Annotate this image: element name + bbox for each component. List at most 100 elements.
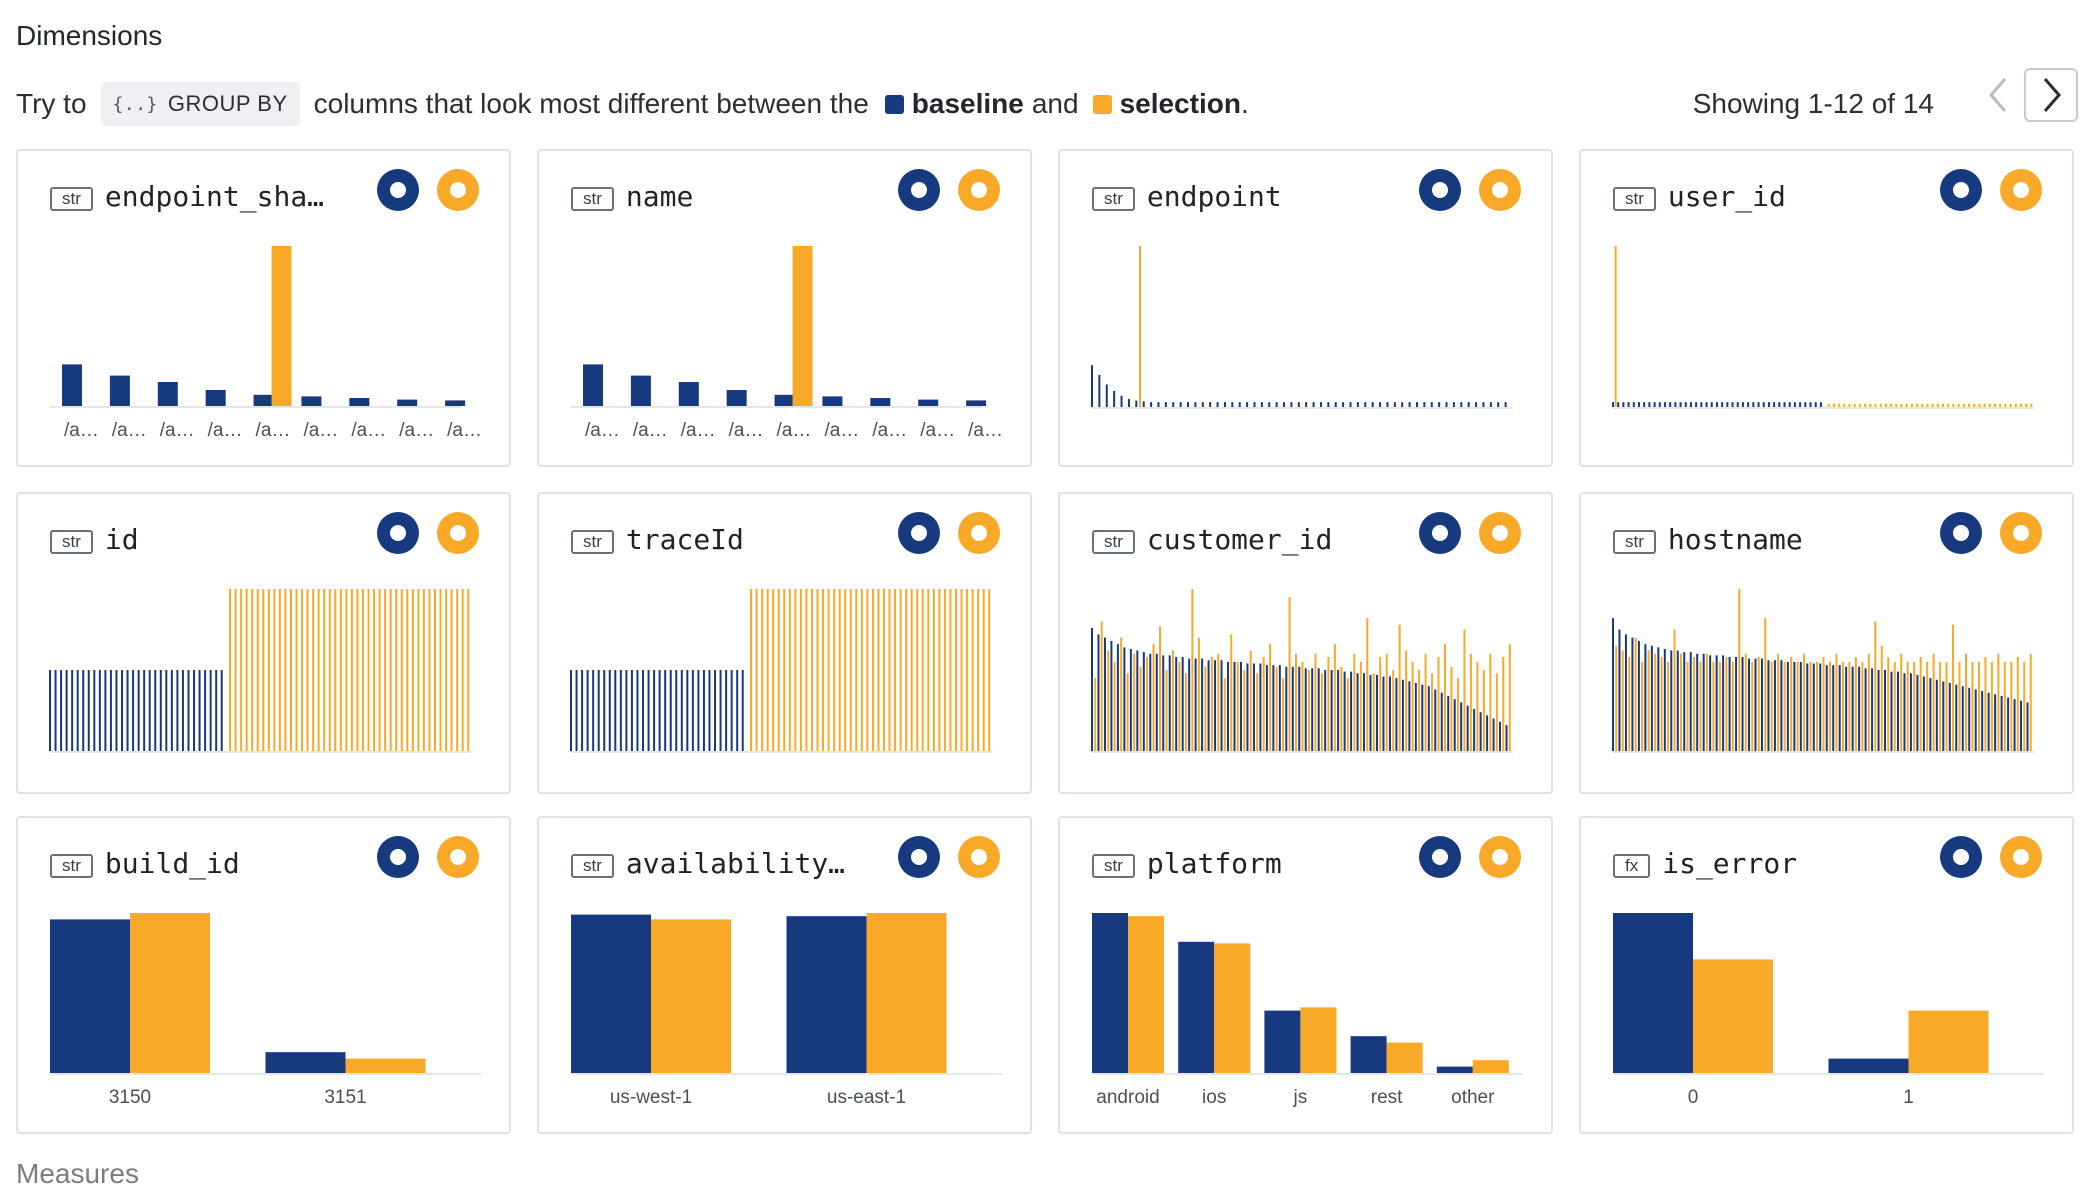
bar-baseline[interactable] (397, 399, 418, 406)
dimension-card[interactable]: str hostname (1579, 492, 2074, 794)
bar-baseline[interactable] (62, 364, 82, 406)
bar-baseline[interactable] (1436, 1066, 1473, 1073)
bar-baseline[interactable] (445, 400, 466, 406)
dimension-card[interactable]: fx is_error 0 1 (1579, 816, 2074, 1134)
bar-baseline[interactable] (726, 390, 747, 406)
bar-baseline[interactable] (253, 394, 274, 406)
tick-label: /a… (351, 420, 386, 441)
bar-selection[interactable] (1472, 1060, 1509, 1073)
selection-toggle[interactable] (437, 836, 479, 878)
selection-toggle[interactable] (1479, 512, 1521, 554)
distribution-chart (1091, 246, 1513, 409)
bar-baseline[interactable] (1178, 941, 1215, 1073)
selection-toggle[interactable] (437, 512, 479, 554)
dimension-card[interactable]: str availability… us-west-1 us-east-1 (537, 816, 1032, 1134)
tick-label: /a… (399, 420, 434, 441)
baseline-toggle[interactable] (1419, 169, 1461, 211)
chevron-right-icon (2043, 78, 2061, 112)
series-toggles (377, 512, 479, 554)
bar-baseline[interactable] (349, 398, 370, 406)
baseline-toggle[interactable] (1940, 836, 1982, 878)
selection-toggle[interactable] (958, 169, 1000, 211)
bar-baseline[interactable] (774, 394, 795, 406)
selection-toggle[interactable] (2000, 512, 2042, 554)
series-toggles (377, 169, 479, 211)
bar-baseline[interactable] (301, 396, 322, 406)
bar-selection[interactable] (1386, 1042, 1423, 1073)
dimension-card[interactable]: str user_id (1579, 149, 2074, 467)
series-toggles (898, 836, 1000, 878)
selection-toggle[interactable] (1479, 836, 1521, 878)
baseline-toggle[interactable] (898, 169, 940, 211)
selection-toggle[interactable] (958, 512, 1000, 554)
prev-page-button[interactable] (1972, 68, 2026, 122)
selection-toggle[interactable] (958, 836, 1000, 878)
baseline-toggle[interactable] (377, 836, 419, 878)
bar-baseline[interactable] (157, 382, 178, 406)
bar-baseline[interactable] (1092, 913, 1128, 1073)
dimension-card[interactable]: str traceId (537, 492, 1032, 794)
hint-try-to: Try to (16, 88, 87, 119)
bar-selection[interactable] (271, 246, 292, 406)
bar-baseline[interactable] (1613, 913, 1693, 1073)
bar-baseline[interactable] (822, 396, 843, 406)
bar-selection[interactable] (130, 913, 210, 1073)
selection-toggle[interactable] (2000, 169, 2042, 211)
braces-icon: {..} (112, 93, 158, 115)
baseline-toggle[interactable] (1419, 512, 1461, 554)
bar-baseline[interactable] (205, 390, 226, 406)
bar-baseline[interactable] (966, 400, 987, 406)
bar-baseline[interactable] (870, 398, 891, 406)
baseline-toggle[interactable] (1419, 836, 1461, 878)
bar-selection[interactable] (1693, 959, 1773, 1073)
bar-baseline[interactable] (918, 399, 939, 406)
bar-selection[interactable] (651, 919, 731, 1073)
dimension-card[interactable]: str platform android ios js rest other (1058, 816, 1553, 1134)
bar-selection[interactable] (345, 1058, 426, 1073)
bar-selection[interactable] (1128, 916, 1164, 1073)
tick-label: other (1451, 1087, 1495, 1108)
baseline-swatch (884, 94, 904, 114)
bar-baseline[interactable] (1264, 1010, 1301, 1073)
series-toggles (1419, 836, 1521, 878)
bar-selection[interactable] (1300, 1007, 1337, 1073)
selection-label: selection (1119, 88, 1241, 119)
dimension-card[interactable]: str endpoint (1058, 149, 1553, 467)
dimension-card[interactable]: str customer_id (1058, 492, 1553, 794)
bar-baseline[interactable] (1350, 1036, 1387, 1073)
dimension-card[interactable]: str endpoint_sha…/a…/a…/a…/a…/a…/a…/a…/a…… (16, 149, 511, 467)
baseline-toggle[interactable] (898, 512, 940, 554)
card-header: str build_id (50, 840, 489, 886)
bar-baseline[interactable] (630, 375, 651, 406)
bar-baseline[interactable] (1828, 1058, 1909, 1073)
baseline-toggle[interactable] (377, 169, 419, 211)
selection-toggle[interactable] (2000, 836, 2042, 878)
next-page-button[interactable] (2024, 68, 2078, 122)
bar-selection[interactable] (866, 913, 947, 1073)
dimension-card[interactable]: str build_id 3150 3151 (16, 816, 511, 1134)
bar-baseline[interactable] (109, 375, 130, 406)
series-toggles (898, 512, 1000, 554)
selection-toggle[interactable] (1479, 169, 1521, 211)
dimension-card[interactable]: str name/a… /a… /a… /a… /a… /a… /a… /a… /a… (537, 149, 1032, 467)
bar-baseline[interactable] (786, 916, 867, 1073)
bar-baseline[interactable] (50, 919, 130, 1073)
dimension-card[interactable]: str id (16, 492, 511, 794)
card-header: str endpoint (1092, 173, 1531, 219)
selection-toggle[interactable] (437, 169, 479, 211)
baseline-toggle[interactable] (377, 512, 419, 554)
bar-baseline[interactable] (678, 382, 699, 406)
section-title: Dimensions (16, 20, 163, 51)
tick-label: rest (1371, 1087, 1403, 1108)
baseline-toggle[interactable] (1940, 169, 1982, 211)
bar-selection[interactable] (1908, 1010, 1989, 1073)
bar-selection[interactable] (792, 246, 813, 406)
tick-label: /a… (585, 420, 620, 441)
bar-baseline[interactable] (571, 914, 651, 1073)
baseline-toggle[interactable] (1940, 512, 1982, 554)
type-badge: str (1092, 530, 1135, 554)
baseline-toggle[interactable] (898, 836, 940, 878)
bar-baseline[interactable] (265, 1052, 346, 1073)
bar-selection[interactable] (1214, 943, 1251, 1073)
bar-baseline[interactable] (583, 364, 603, 406)
